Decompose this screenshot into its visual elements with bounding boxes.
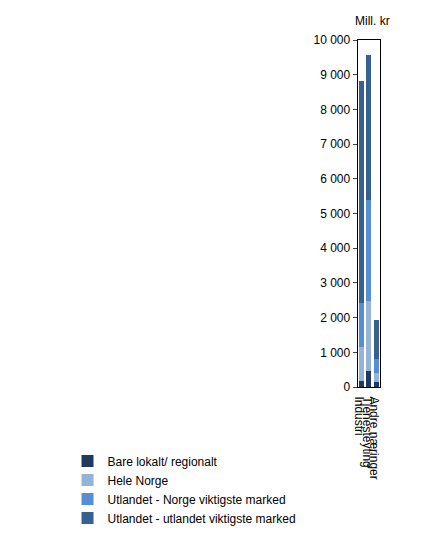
svg-text:4 000: 4 000	[320, 241, 350, 255]
svg-text:3 000: 3 000	[320, 276, 350, 290]
svg-text:5 000: 5 000	[320, 207, 350, 221]
svg-text:Bare lokalt/ regionalt: Bare lokalt/ regionalt	[108, 455, 218, 469]
svg-text:Hele Norge: Hele Norge	[108, 474, 169, 488]
svg-text:Mill. kr: Mill. kr	[355, 14, 390, 28]
svg-text:Andre næringer: Andre næringer	[367, 396, 381, 479]
svg-text:6 000: 6 000	[320, 172, 350, 186]
svg-text:10 000: 10 000	[314, 33, 351, 47]
svg-text:Utlandet - utlandet viktigste: Utlandet - utlandet viktigste marked	[108, 512, 296, 526]
svg-text:Industri: Industri	[352, 396, 366, 435]
svg-text:Tjenesteyting: Tjenesteyting	[360, 396, 374, 467]
svg-text:7 000: 7 000	[320, 137, 350, 151]
svg-text:8 000: 8 000	[320, 103, 350, 117]
svg-text:9 000: 9 000	[320, 68, 350, 82]
svg-text:0: 0	[344, 380, 351, 394]
svg-text:1 000: 1 000	[320, 346, 350, 360]
svg-text:2 000: 2 000	[320, 311, 350, 325]
svg-text:Utlandet - Norge viktigste mar: Utlandet - Norge viktigste marked	[108, 493, 286, 507]
